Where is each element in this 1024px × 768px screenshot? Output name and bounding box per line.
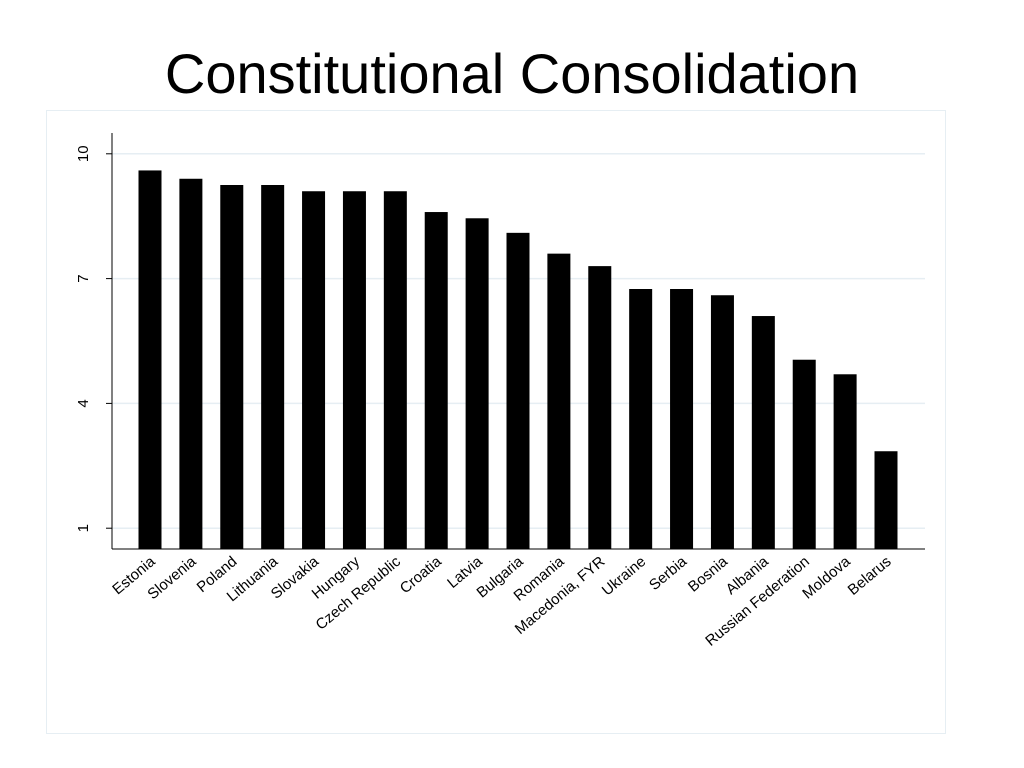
y-tick-label: 7	[75, 274, 92, 282]
bar	[220, 185, 244, 549]
x-category-label: Bosnia	[685, 553, 732, 596]
x-category-label: Belarus	[845, 553, 895, 599]
bar	[179, 178, 203, 549]
bar	[383, 191, 407, 549]
bar	[138, 170, 162, 549]
chart-panel: 1 4 7 10 Estonia Slovenia Poland Lithuania Slova…	[46, 110, 946, 734]
bar	[547, 253, 571, 549]
bar	[710, 295, 734, 549]
x-category-label: Croatia	[397, 553, 445, 598]
bars	[138, 170, 898, 549]
bar	[670, 289, 694, 549]
bar	[588, 266, 612, 549]
y-tick-label: 10	[75, 145, 92, 162]
bar	[751, 316, 775, 549]
bar-chart: 14710EstoniaSloveniaPolandLithuaniaSlova…	[75, 133, 925, 650]
y-tick-label: 1	[75, 524, 92, 532]
bar	[302, 191, 326, 549]
bar	[465, 218, 489, 549]
bar	[833, 374, 857, 549]
bar	[506, 232, 530, 549]
x-category-label: Ukraine	[599, 553, 650, 599]
bar	[261, 185, 285, 549]
bar	[874, 451, 898, 549]
axes	[106, 133, 925, 550]
slide-title: Constitutional Consolidation	[164, 42, 860, 105]
bar	[792, 359, 816, 549]
y-tick-label: 4	[75, 399, 92, 407]
bar	[629, 289, 653, 549]
bar	[342, 191, 366, 549]
x-category-label: Serbia	[646, 553, 691, 594]
bar	[424, 212, 448, 549]
